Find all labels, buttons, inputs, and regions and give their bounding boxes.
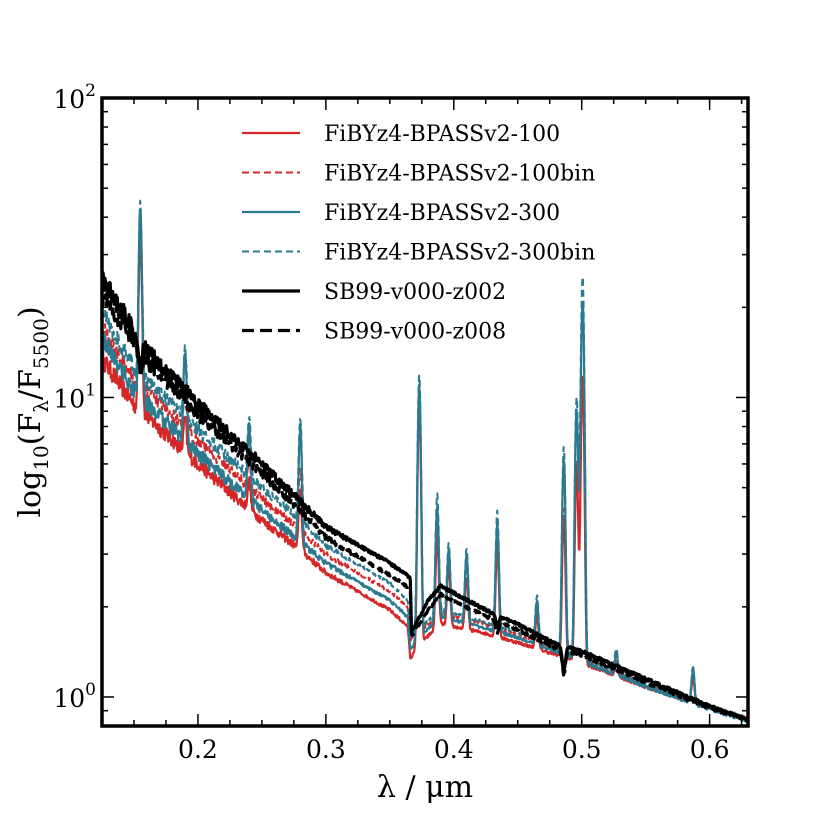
y-axis-title: log10(Fλ/F5500) (13, 306, 53, 517)
series-layer (102, 199, 748, 724)
legend: FiBYz4-BPASSv2-100 FiBYz4-BPASSv2-100bin F… (242, 122, 595, 345)
y-tick-label: 101 (53, 380, 96, 413)
x-tick-label: 0.4 (434, 735, 474, 764)
y-tick-label: 102 (53, 81, 96, 114)
y-tick-label: 100 (53, 680, 96, 713)
legend-label: SB99-v000-z008 (324, 320, 506, 345)
x-tick-label: 0.5 (562, 735, 602, 764)
legend-label: SB99-v000-z002 (324, 280, 506, 305)
series-line-1 (102, 231, 748, 722)
legend-label: FiBYz4-BPASSv2-100 (324, 122, 560, 147)
ticks-layer (102, 97, 748, 727)
series-line-3 (102, 211, 748, 724)
x-tick-label: 0.2 (178, 735, 218, 764)
tick-labels-layer: 0.2 0.3 0.4 0.5 0.6 100 101 102 (53, 81, 729, 764)
plot-frame (100, 96, 750, 728)
legend-label: FiBYz4-BPASSv2-300 (324, 201, 560, 226)
x-tick-label: 0.3 (306, 735, 346, 764)
series-line-5 (102, 270, 748, 723)
x-axis-title: λ / μm (377, 770, 473, 805)
legend-label: FiBYz4-BPASSv2-300bin (324, 241, 595, 266)
series-line-6 (102, 292, 748, 723)
legend-label: FiBYz4-BPASSv2-100bin (324, 162, 595, 187)
x-tick-label: 0.6 (690, 735, 730, 764)
